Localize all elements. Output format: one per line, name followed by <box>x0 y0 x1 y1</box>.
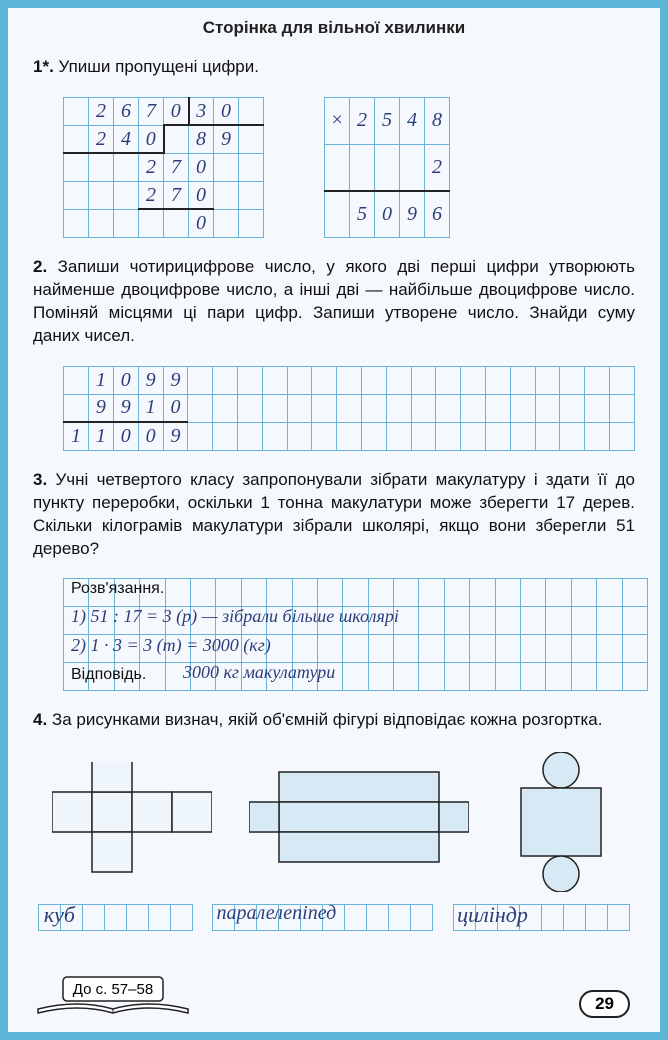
task-2-number: 2. <box>33 257 47 276</box>
task-1: 1*. Упиши пропущені цифри. <box>33 56 635 79</box>
task-1-number: 1*. <box>33 57 54 76</box>
task-4: 4. За рисунками визнач, якій об'ємній фі… <box>33 709 635 732</box>
page-number: 29 <box>579 990 630 1018</box>
solution-line-2: 2) 1 · 3 = 3 (т) = 3000 (кг) <box>71 635 271 656</box>
answer-1-text: куб <box>44 902 75 928</box>
division-grid: 267030240892702700 <box>63 97 264 238</box>
answer-3-text: циліндр <box>457 902 528 928</box>
answer-2-text: паралелепіпед <box>216 902 336 925</box>
page-header: Сторінка для вільної хвилинки <box>33 18 635 38</box>
solution-label: Розв'язання. <box>71 580 164 598</box>
task-2-text: Запиши чотирицифрове число, у якого дві … <box>33 257 635 345</box>
task-4-answers: куб паралелепіпед циліндр <box>33 904 635 931</box>
task-2: 2. Запиши чотирицифрове число, у якого д… <box>33 256 635 348</box>
answer-box-1: куб <box>38 904 193 931</box>
task-3-number: 3. <box>33 470 47 489</box>
solution-line-1: 1) 51 : 17 = 3 (р) — зібрали більше школ… <box>71 606 399 627</box>
task-1-work: 267030240892702700 ×254825096 <box>63 97 635 238</box>
cube-net <box>52 762 212 882</box>
answer-box-3: циліндр <box>453 904 630 931</box>
book-reference-icon: До с. 57–58 <box>33 971 193 1022</box>
task-3: 3. Учні четвертого класу запропонували з… <box>33 469 635 561</box>
task-4-text: За рисунками визнач, якій об'ємній фігур… <box>52 710 603 729</box>
workbook-page: Сторінка для вільної хвилинки 1*. Упиши … <box>8 8 660 1032</box>
answer-box-2: паралелепіпед <box>212 904 433 931</box>
cuboid-net <box>249 762 469 882</box>
task-1-text: Упиши пропущені цифри. <box>59 57 259 76</box>
cylinder-net <box>506 752 616 892</box>
task-3-text: Учні четвертого класу запропонували зібр… <box>33 470 635 558</box>
shapes-row <box>33 752 635 892</box>
task-2-grid: 1099991011009 <box>63 366 635 451</box>
multiplication-grid: ×254825096 <box>324 97 450 238</box>
answer-text: 3000 кг макулатури <box>183 662 335 683</box>
task-4-number: 4. <box>33 710 47 729</box>
book-reference-text: До с. 57–58 <box>73 981 153 998</box>
answer-label: Відповідь. <box>71 666 146 684</box>
